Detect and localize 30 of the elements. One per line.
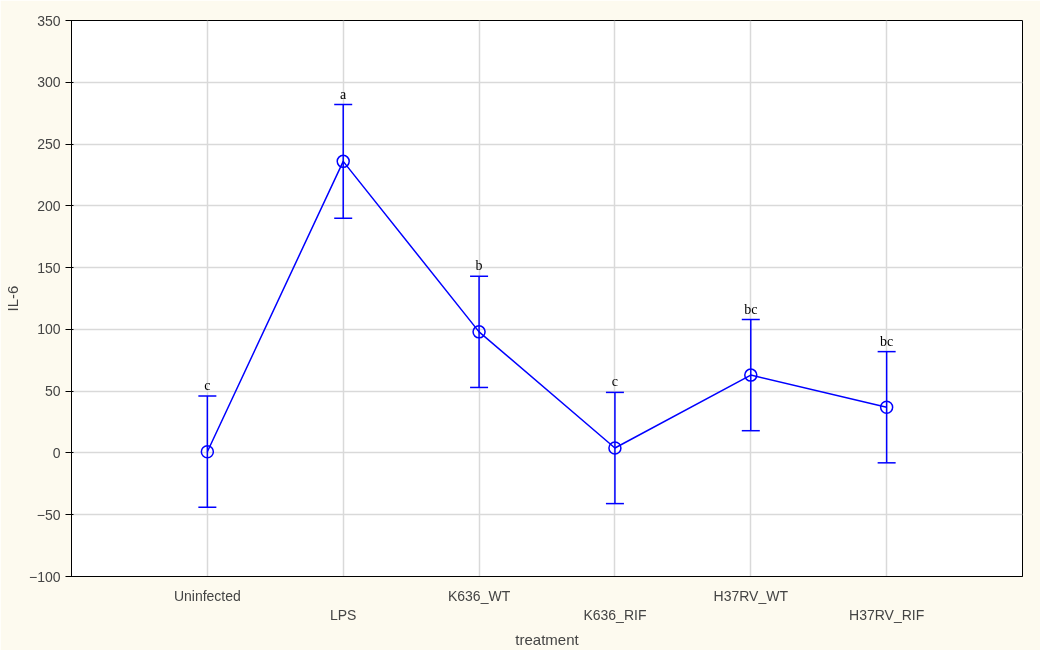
annotation: bc: [880, 333, 894, 349]
y-tick-label: 300: [37, 74, 61, 91]
x-tick-label: H37RV_WT: [713, 587, 789, 604]
annotation: bc: [744, 301, 758, 317]
annotation: c: [204, 378, 211, 394]
y-tick-label: 250: [37, 136, 61, 153]
point: [879, 400, 894, 414]
x-tick-label: K636_WT: [447, 587, 511, 604]
point: [608, 441, 622, 455]
point: [744, 368, 758, 382]
x-tick-label: Uninfected: [173, 587, 241, 604]
y-tick-label: 150: [37, 259, 61, 276]
y-tick-label: −100: [28, 568, 61, 585]
y-axis-title: IL-6: [3, 285, 21, 312]
x-tick-label: K636_RIF: [583, 606, 647, 623]
x-axis-title: treatment: [515, 630, 580, 648]
y-tick-label: 200: [37, 197, 61, 214]
y-tick-label: 0: [52, 444, 61, 461]
x-tick-label: H37RV_RIF: [849, 606, 925, 623]
y-tick-label: 350: [37, 12, 61, 29]
annotation: b: [475, 258, 483, 274]
point: [200, 444, 215, 459]
annotation: c: [611, 374, 619, 390]
annotation: a: [340, 86, 348, 102]
y-tick-label: −50: [36, 506, 61, 523]
point: [472, 325, 486, 339]
point: [336, 154, 350, 169]
y-tick-label: 50: [44, 383, 61, 400]
x-tick-label: LPS: [329, 606, 357, 623]
y-tick-label: 100: [37, 321, 61, 338]
